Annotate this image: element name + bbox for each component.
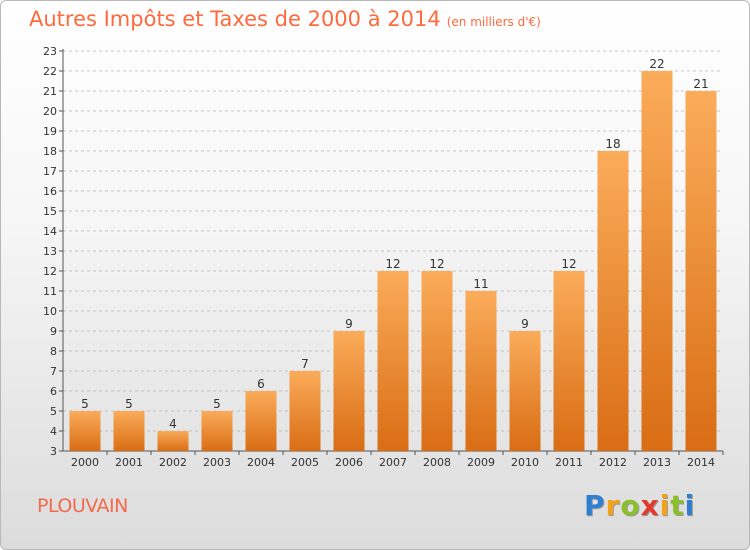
bar-2011 xyxy=(553,271,585,451)
y-tick-label: 19 xyxy=(43,125,57,138)
data-label-2002: 4 xyxy=(169,417,177,431)
logo-letter: i xyxy=(684,489,696,522)
logo-letter: P xyxy=(584,489,606,522)
data-label-2006: 9 xyxy=(345,317,353,331)
chart-unit: (en milliers d'€) xyxy=(446,15,541,29)
y-tick-label: 16 xyxy=(43,185,57,198)
bar-2002 xyxy=(157,431,189,451)
x-tick-label: 2012 xyxy=(599,456,627,469)
data-label-2003: 5 xyxy=(213,397,221,411)
y-tick-label: 9 xyxy=(50,325,57,338)
chart-title-text: Autres Impôts et Taxes de 2000 à 2014 xyxy=(29,7,441,31)
y-tick-label: 17 xyxy=(43,165,57,178)
bar-2007 xyxy=(377,271,409,451)
x-tick-label: 2007 xyxy=(379,456,407,469)
bar-2012 xyxy=(597,151,629,451)
bar-2014 xyxy=(685,91,717,451)
data-label-2009: 11 xyxy=(473,277,488,291)
data-label-2000: 5 xyxy=(81,397,89,411)
bar-2013 xyxy=(641,71,673,451)
x-tick-label: 2011 xyxy=(555,456,583,469)
y-tick-label: 8 xyxy=(50,345,57,358)
chart-title: Autres Impôts et Taxes de 2000 à 2014 (en… xyxy=(29,7,541,31)
y-tick-label: 13 xyxy=(43,245,57,258)
x-tick-label: 2009 xyxy=(467,456,495,469)
x-tick-label: 2001 xyxy=(115,456,143,469)
data-label-2012: 18 xyxy=(605,137,620,151)
logo-letter: i xyxy=(659,489,671,522)
y-tick-label: 5 xyxy=(50,405,57,418)
x-tick-label: 2000 xyxy=(71,456,99,469)
data-labels: 5 5 4 5 6 7 9 12 12 11 9 12 18 22 21 xyxy=(81,57,708,431)
bar-2010 xyxy=(509,331,541,451)
y-tick-label: 15 xyxy=(43,205,57,218)
logo-letter: x xyxy=(640,489,660,522)
data-label-2007: 12 xyxy=(385,257,400,271)
data-label-2001: 5 xyxy=(125,397,133,411)
bar-2003 xyxy=(201,411,233,451)
data-label-2008: 12 xyxy=(429,257,444,271)
y-tick-label: 11 xyxy=(43,285,57,298)
x-tick-label: 2014 xyxy=(687,456,715,469)
bar-2004 xyxy=(245,391,277,451)
y-tick-label: 10 xyxy=(43,305,57,318)
x-tick-label: 2004 xyxy=(247,456,275,469)
y-tick-label: 3 xyxy=(50,445,57,458)
logo-letter: t xyxy=(670,489,685,522)
data-label-2013: 22 xyxy=(649,57,664,71)
data-label-2011: 12 xyxy=(561,257,576,271)
data-label-2014: 21 xyxy=(693,77,708,91)
data-label-2005: 7 xyxy=(301,357,309,371)
data-label-2004: 6 xyxy=(257,377,265,391)
bar-2005 xyxy=(289,371,321,451)
data-label-2010: 9 xyxy=(521,317,529,331)
y-tick-label: 20 xyxy=(43,105,57,118)
y-tick-label: 18 xyxy=(43,145,57,158)
y-tick-label: 23 xyxy=(43,45,57,58)
x-tick-label: 2008 xyxy=(423,456,451,469)
y-tick-label: 12 xyxy=(43,265,57,278)
y-tick-label: 22 xyxy=(43,65,57,78)
y-tick-label: 6 xyxy=(50,385,57,398)
bar-2006 xyxy=(333,331,365,451)
proxiti-logo[interactable]: Proxiti xyxy=(584,489,695,522)
bars xyxy=(69,71,717,451)
commune-name: PLOUVAIN xyxy=(37,495,128,517)
bar-2008 xyxy=(421,271,453,451)
y-tick-label: 21 xyxy=(43,85,57,98)
x-tick-label: 2002 xyxy=(159,456,187,469)
logo-letter: r xyxy=(605,489,621,522)
bar-2009 xyxy=(465,291,497,451)
x-tick-label: 2010 xyxy=(511,456,539,469)
bar-2001 xyxy=(113,411,145,451)
bar-2000 xyxy=(69,411,101,451)
y-tick-label: 14 xyxy=(43,225,57,238)
y-tick-label: 4 xyxy=(50,425,57,438)
x-tick-label: 2013 xyxy=(643,456,671,469)
logo-letter: o xyxy=(620,489,641,522)
x-tick-label: 2003 xyxy=(203,456,231,469)
x-tick-label: 2005 xyxy=(291,456,319,469)
axes: 3 4 5 6 7 8 9 10 11 12 13 14 15 16 17 18 19 20 21 22 23 2000 2… xyxy=(43,45,724,469)
x-tick-label: 2006 xyxy=(335,456,363,469)
y-tick-label: 7 xyxy=(50,365,57,378)
